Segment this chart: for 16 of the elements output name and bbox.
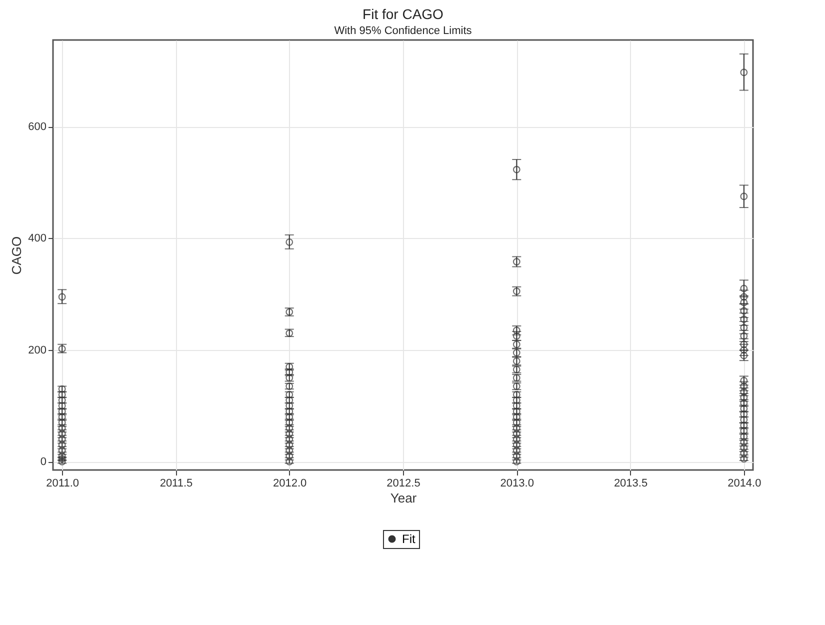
x-tick-label: 2012.0: [273, 478, 307, 490]
x-axis-title: Year: [390, 490, 418, 506]
x-tick-label: 2011.5: [160, 478, 193, 490]
x-tick-label: 2011.0: [46, 478, 80, 490]
legend-label: Fit: [402, 532, 416, 546]
chart-title: Fit for CAGO: [362, 6, 444, 22]
y-tick-label: 600: [28, 121, 46, 134]
x-tick-label: 2012.5: [386, 478, 420, 490]
y-tick-label: 0: [40, 456, 46, 468]
y-axis-title: CAGO: [9, 236, 24, 275]
x-tick-label: 2013.5: [614, 478, 648, 490]
x-tick-label: 2014.0: [728, 478, 762, 490]
chart-subtitle: With 95% Confidence Limits: [334, 25, 472, 37]
y-tick-label: 400: [28, 232, 46, 245]
y-tick-label: 200: [28, 344, 46, 356]
x-tick-label: 2013.0: [500, 478, 534, 490]
